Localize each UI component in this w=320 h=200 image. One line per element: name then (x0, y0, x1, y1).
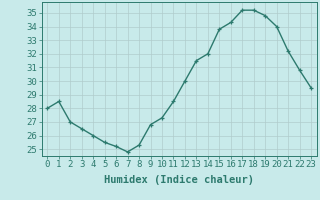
X-axis label: Humidex (Indice chaleur): Humidex (Indice chaleur) (104, 175, 254, 185)
